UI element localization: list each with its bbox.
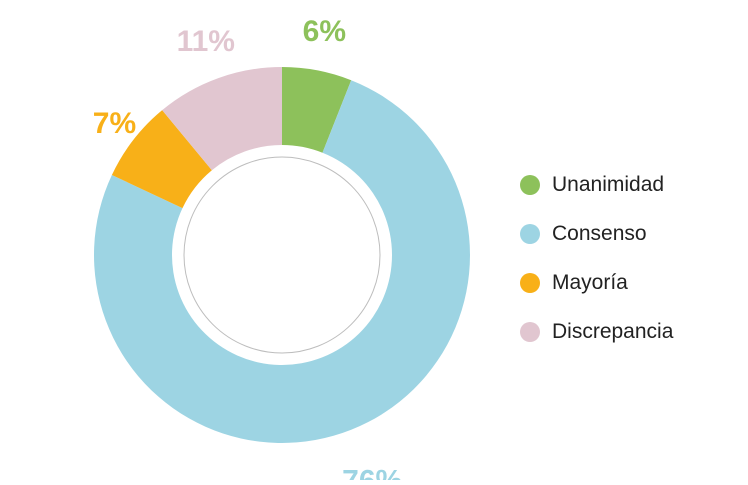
legend-swatch: [520, 272, 540, 293]
legend-item-consenso: Consenso: [520, 209, 673, 258]
legend-swatch: [520, 321, 540, 342]
legend-swatch: [520, 174, 540, 195]
value-label-mayoría: 7%: [93, 107, 136, 140]
slice-unanimidad: [282, 67, 352, 153]
legend-swatch: [520, 223, 540, 244]
donut-slices: [94, 67, 471, 443]
slice-discrepancia: [162, 67, 282, 171]
value-label-unanimidad: 6%: [303, 15, 346, 48]
legend-label: Unanimidad: [552, 172, 665, 196]
legend-label: Consenso: [552, 221, 647, 245]
value-label-consenso: 76%: [342, 465, 402, 480]
legend-label: Discrepancia: [552, 319, 674, 343]
slice-consenso: [94, 80, 471, 443]
legend-item-discrepancia: Discrepancia: [520, 307, 673, 356]
legend-item-unanimidad: Unanimidad: [520, 160, 673, 209]
inner-ring-outline: [183, 156, 381, 354]
value-label-discrepancia: 11%: [177, 25, 235, 58]
slice-mayoría: [111, 110, 212, 209]
legend-label: Mayoría: [552, 270, 628, 294]
donut-value-labels: 6% 76% 7% 11%: [93, 15, 402, 485]
chart-legend: Unanimidad Consenso Mayoría Discrepancia: [520, 160, 673, 356]
legend-item-mayoría: Mayoría: [520, 258, 673, 307]
